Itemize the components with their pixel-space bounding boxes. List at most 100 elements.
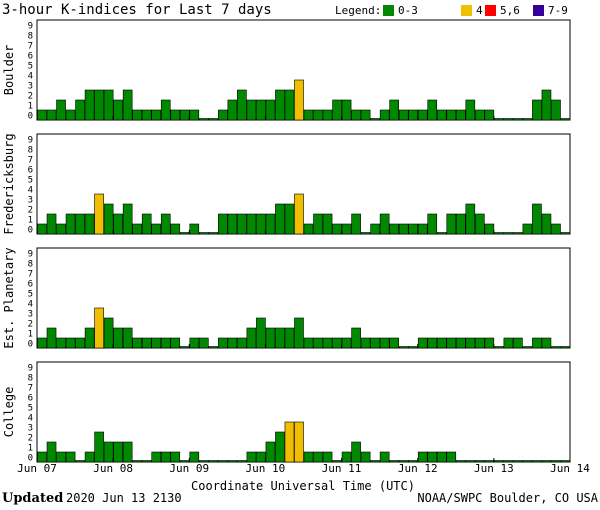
- bar: [122, 203, 133, 235]
- bar: [208, 346, 219, 349]
- x-tick-label: Jun 12: [398, 462, 438, 475]
- bar: [256, 317, 266, 349]
- x-tick-label: Jun 10: [246, 462, 286, 475]
- legend-label-1: 4: [476, 4, 483, 17]
- bar: [513, 232, 523, 235]
- bar: [465, 99, 476, 121]
- bar: [103, 317, 114, 349]
- bar: [141, 213, 152, 235]
- bar: [122, 441, 133, 463]
- bar: [513, 337, 523, 349]
- bar: [246, 99, 257, 121]
- bar: [170, 337, 181, 349]
- bar: [341, 337, 352, 349]
- y-tick-label: 7: [28, 384, 33, 394]
- y-tick-label: 5: [28, 404, 33, 414]
- bar: [113, 213, 123, 235]
- bar: [436, 232, 447, 235]
- y-tick-label: 9: [28, 22, 33, 32]
- bar: [275, 203, 285, 235]
- x-tick-label: Jun 08: [93, 462, 133, 475]
- bar: [313, 109, 323, 121]
- x-axis-label: Coordinate Universal Time (UTC): [191, 479, 415, 493]
- bar: [389, 223, 399, 235]
- bar: [475, 109, 485, 121]
- bar: [379, 109, 390, 121]
- bar: [332, 99, 342, 121]
- bar: [103, 441, 114, 463]
- bar: [218, 213, 228, 235]
- bar: [84, 213, 95, 235]
- bar: [494, 118, 504, 121]
- bar: [275, 431, 285, 463]
- source-credit: NOAA/SWPC Boulder, CO USA: [417, 491, 598, 505]
- bar: [65, 109, 76, 121]
- y-tick-label: 8: [28, 260, 33, 270]
- bar: [494, 232, 504, 235]
- legend-swatch-0: [383, 5, 394, 16]
- panel-label: College: [2, 387, 16, 438]
- bar: [256, 451, 266, 463]
- panel-label: Boulder: [2, 45, 16, 96]
- bar: [65, 337, 76, 349]
- bar: [551, 460, 561, 463]
- bar: [56, 451, 66, 463]
- bar: [436, 109, 447, 121]
- bar: [551, 223, 561, 235]
- y-tick-label: 2: [28, 206, 33, 216]
- bar: [484, 109, 495, 121]
- bar: [199, 337, 209, 349]
- bar: [436, 337, 447, 349]
- bar: [75, 337, 85, 349]
- bar: [160, 99, 171, 121]
- bar: [417, 223, 428, 235]
- legend-title: Legend:: [335, 4, 381, 17]
- x-tick-label: Jun 07: [17, 462, 57, 475]
- bar: [513, 460, 523, 463]
- legend-label-2: 5,6: [500, 4, 520, 17]
- bar: [475, 460, 485, 463]
- legend-label-0: 0-3: [398, 4, 418, 17]
- y-tick-label: 8: [28, 146, 33, 156]
- bar: [341, 451, 352, 463]
- x-tick-label: Jun 11: [322, 462, 362, 475]
- bar: [322, 337, 333, 349]
- bar: [408, 223, 419, 235]
- bar: [560, 460, 571, 463]
- bar: [455, 213, 466, 235]
- legend-swatch-1: [461, 5, 472, 16]
- bar: [208, 460, 219, 463]
- bar: [151, 451, 162, 463]
- legend-swatch-3: [533, 5, 544, 16]
- bar: [132, 337, 142, 349]
- legend-swatch-2: [485, 5, 496, 16]
- bar: [199, 118, 209, 121]
- bar: [341, 223, 352, 235]
- y-tick-label: 4: [28, 72, 33, 82]
- bar: [303, 451, 314, 463]
- bar: [103, 203, 114, 235]
- y-tick-label: 0: [28, 226, 33, 236]
- bar: [113, 99, 123, 121]
- bar: [141, 109, 152, 121]
- bar: [360, 109, 371, 121]
- bar: [160, 451, 171, 463]
- y-tick-label: 1: [28, 444, 33, 454]
- bar: [46, 213, 57, 235]
- bar: [284, 89, 295, 121]
- bar: [208, 232, 219, 235]
- bar: [494, 346, 504, 349]
- panel-label: Est. Planetary: [2, 247, 16, 348]
- y-tick-label: 0: [28, 340, 33, 350]
- bar: [141, 460, 152, 463]
- bar: [532, 203, 542, 235]
- bar: [84, 89, 95, 121]
- x-tick-label: Jun 09: [169, 462, 209, 475]
- bar: [199, 460, 209, 463]
- bar: [84, 451, 95, 463]
- bar: [522, 118, 533, 121]
- bar: [313, 213, 323, 235]
- bar: [408, 109, 419, 121]
